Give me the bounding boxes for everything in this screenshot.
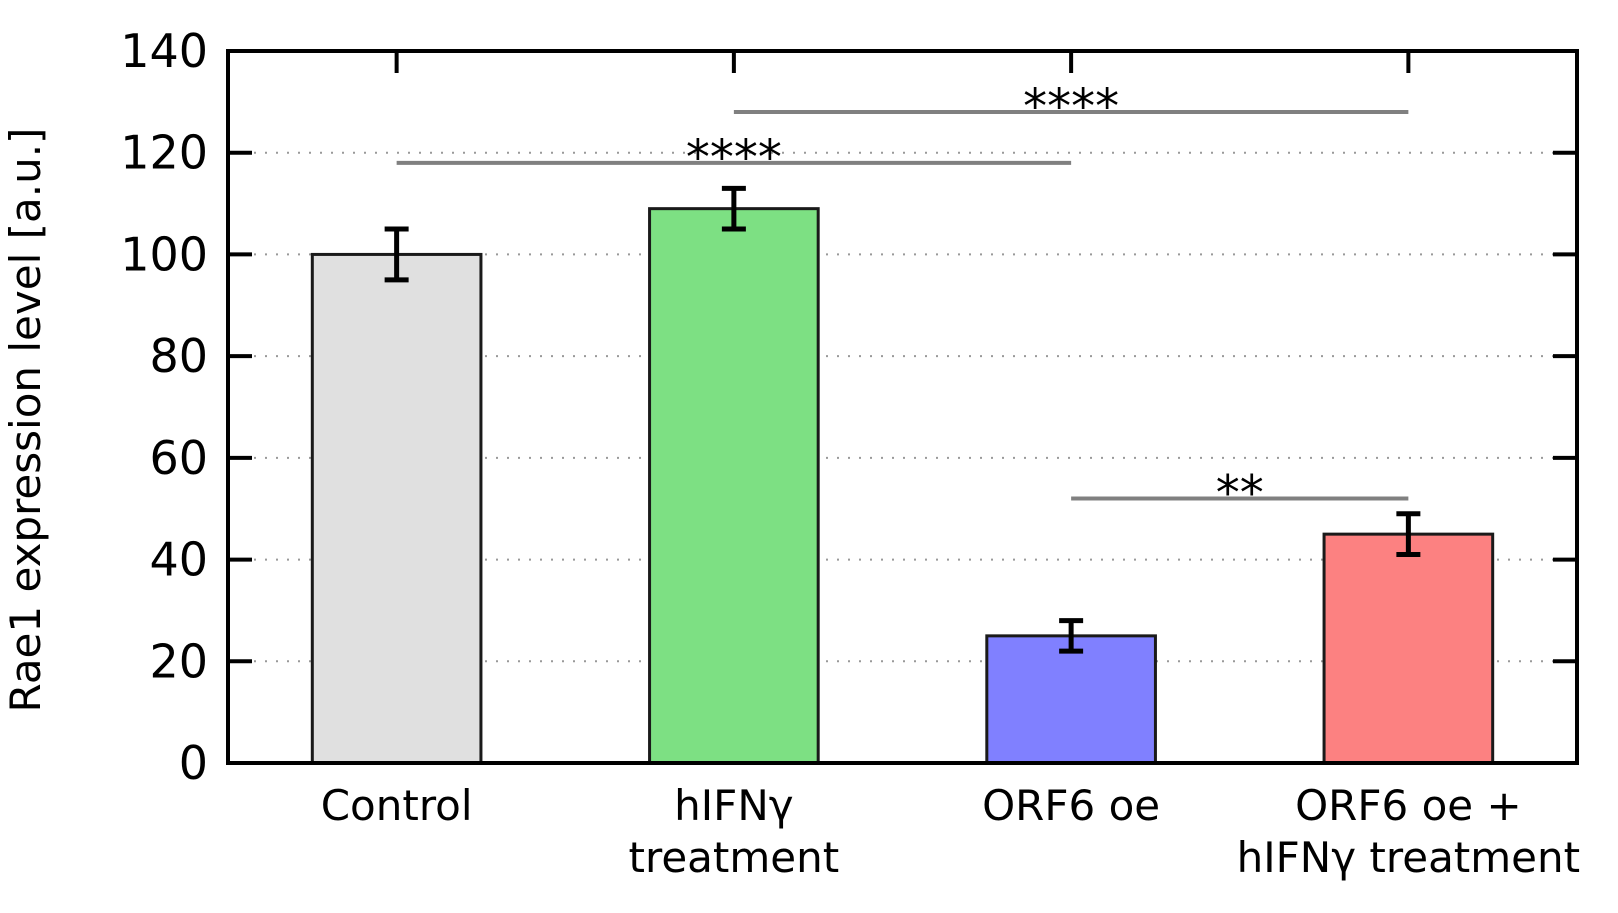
- y-tick-label: 60: [149, 431, 208, 485]
- y-tick-label: 0: [179, 736, 208, 790]
- y-tick-label: 20: [149, 634, 208, 688]
- y-tick-label: 80: [149, 329, 208, 383]
- x-category-label: ORF6 oe: [982, 781, 1160, 830]
- bar: [648, 207, 820, 765]
- y-tick-label: 40: [149, 533, 208, 587]
- significance-label: ****: [1023, 79, 1119, 135]
- y-tick-label: 120: [120, 126, 208, 180]
- y-axis-title: Rae1 expression level [a.u.]: [1, 128, 50, 713]
- x-category-label: hIFNγ treatment: [1237, 833, 1581, 882]
- x-category-label: hIFNγ: [674, 781, 793, 830]
- bar: [1322, 532, 1495, 765]
- x-category-label: treatment: [629, 833, 840, 882]
- x-category-label: ORF6 oe +: [1295, 781, 1522, 830]
- plot-border: [226, 49, 1579, 765]
- y-tick-label: 140: [120, 24, 208, 78]
- y-tick-label: 100: [120, 227, 208, 281]
- bar: [310, 252, 483, 765]
- significance-label: ****: [686, 130, 782, 186]
- x-category-label: Control: [321, 781, 473, 830]
- bar: [985, 634, 1157, 765]
- significance-label: **: [1216, 466, 1264, 522]
